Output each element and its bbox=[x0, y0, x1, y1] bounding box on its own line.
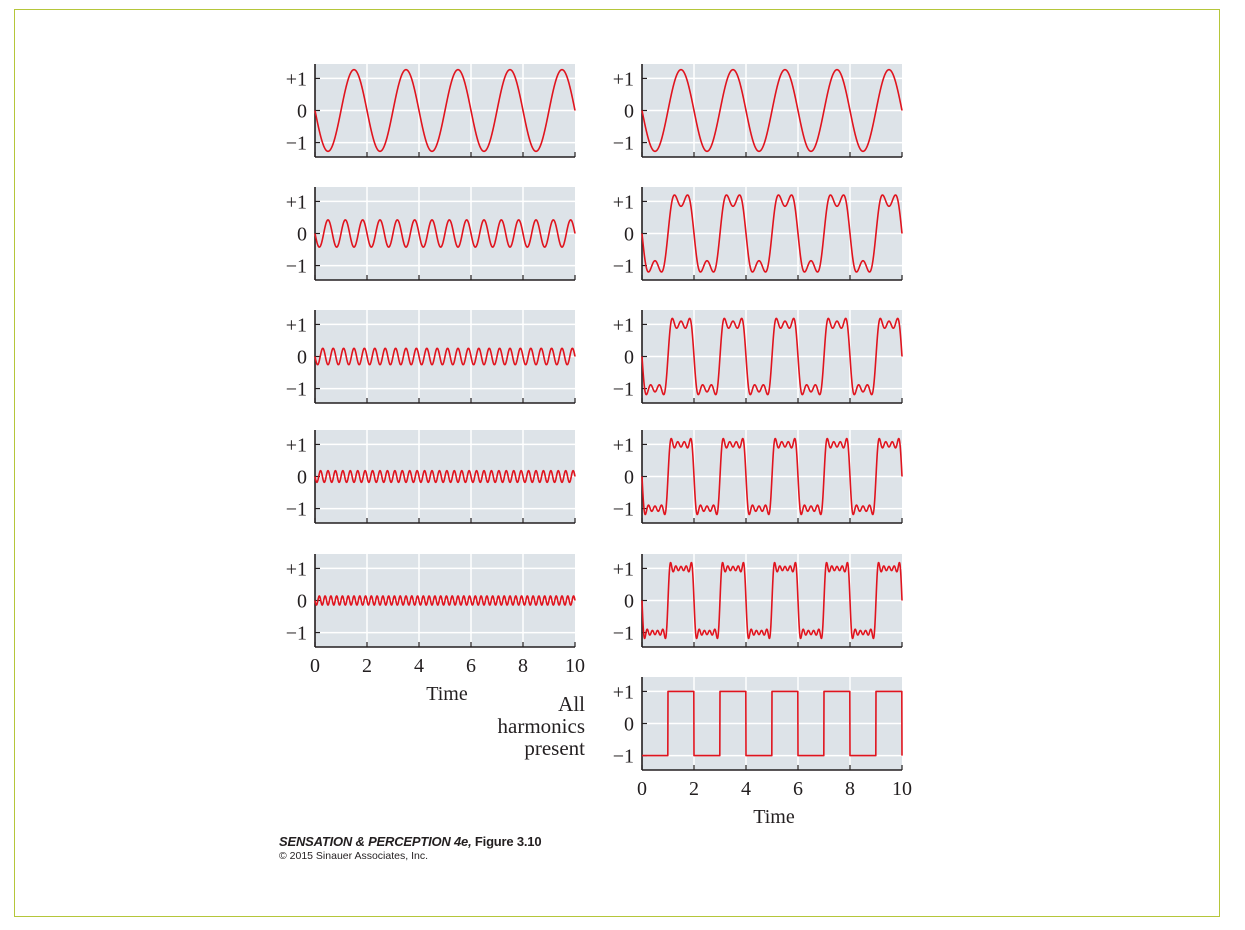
y-tick-label: −1 bbox=[286, 623, 307, 645]
right-panel-5: +1 0 −1 bbox=[613, 554, 903, 648]
x-tick-label: 2 bbox=[689, 778, 699, 800]
y-tick-label: −1 bbox=[613, 256, 634, 278]
y-tick-label: −1 bbox=[286, 256, 307, 278]
y-tick-label: +1 bbox=[613, 681, 634, 703]
waveform-line bbox=[314, 469, 576, 484]
right-panel-4: +1 0 −1 bbox=[613, 430, 903, 524]
waveform-line bbox=[641, 690, 903, 757]
waveform-line bbox=[641, 317, 903, 396]
x-tick-label: 4 bbox=[741, 778, 751, 800]
right-panel-2: +1 0 −1 bbox=[613, 187, 903, 281]
waveform-line bbox=[314, 68, 576, 153]
y-tick-label: 0 bbox=[624, 714, 634, 736]
y-tick-label: −1 bbox=[286, 379, 307, 401]
caption-copyright: © 2015 Sinauer Associates, Inc. bbox=[279, 850, 428, 862]
right-panel-1: +1 0 −1 bbox=[613, 64, 903, 158]
square-wave-label-line: harmonics bbox=[498, 714, 585, 738]
x-tick-label: 0 bbox=[310, 655, 320, 677]
x-tick-label: 6 bbox=[466, 655, 476, 677]
y-tick-label: 0 bbox=[297, 224, 307, 246]
y-tick-label: +1 bbox=[286, 68, 307, 90]
waveform-line bbox=[314, 595, 576, 606]
y-tick-label: 0 bbox=[624, 224, 634, 246]
x-tick-label: 10 bbox=[565, 655, 585, 677]
left-panel-2: +1 0 −1 bbox=[286, 187, 576, 281]
y-tick-label: −1 bbox=[613, 133, 634, 155]
x-tick-label: 10 bbox=[892, 778, 912, 800]
y-tick-label: 0 bbox=[624, 101, 634, 123]
left-panel-3: +1 0 −1 bbox=[286, 310, 576, 404]
figure-caption: SENSATION & PERCEPTION 4e, Figure 3.10 ©… bbox=[279, 834, 542, 862]
y-tick-label: 0 bbox=[297, 347, 307, 369]
x-tick-label: 6 bbox=[793, 778, 803, 800]
y-tick-label: +1 bbox=[613, 314, 634, 336]
square-wave-label-line: All bbox=[558, 692, 585, 716]
waveform-line bbox=[641, 561, 903, 640]
y-tick-label: 0 bbox=[297, 467, 307, 489]
x-tick-label: 8 bbox=[518, 655, 528, 677]
caption-title-italic: SENSATION & PERCEPTION 4e, bbox=[279, 834, 472, 849]
x-tick-label: 8 bbox=[845, 778, 855, 800]
waveform-line bbox=[641, 437, 903, 516]
x-axis-title: Time bbox=[426, 683, 468, 705]
y-tick-label: 0 bbox=[297, 101, 307, 123]
caption-title: SENSATION & PERCEPTION 4e, Figure 3.10 bbox=[279, 834, 542, 849]
x-tick-label: 2 bbox=[362, 655, 372, 677]
y-tick-label: 0 bbox=[624, 347, 634, 369]
y-tick-label: +1 bbox=[286, 191, 307, 213]
waveform-line bbox=[314, 347, 576, 366]
right-panel-3: +1 0 −1 bbox=[613, 310, 903, 404]
y-tick-label: +1 bbox=[613, 434, 634, 456]
left-panel-4: +1 0 −1 bbox=[286, 430, 576, 524]
y-tick-label: +1 bbox=[286, 434, 307, 456]
waveform-line bbox=[641, 68, 903, 153]
y-tick-label: 0 bbox=[297, 591, 307, 613]
y-tick-label: +1 bbox=[613, 68, 634, 90]
y-tick-label: −1 bbox=[286, 133, 307, 155]
waveform-line bbox=[641, 194, 903, 273]
y-tick-label: −1 bbox=[613, 623, 634, 645]
x-tick-label: 4 bbox=[414, 655, 424, 677]
y-tick-label: +1 bbox=[613, 191, 634, 213]
y-tick-label: −1 bbox=[286, 499, 307, 521]
y-tick-label: +1 bbox=[286, 558, 307, 580]
waveform-line bbox=[314, 219, 576, 248]
y-tick-label: −1 bbox=[613, 746, 634, 768]
square-wave-label-line: present bbox=[524, 736, 585, 760]
figure-frame bbox=[14, 9, 1220, 917]
y-tick-label: −1 bbox=[613, 379, 634, 401]
y-tick-label: +1 bbox=[613, 558, 634, 580]
left-panel-1: +1 0 −1 bbox=[286, 64, 576, 158]
y-tick-label: +1 bbox=[286, 314, 307, 336]
y-tick-label: 0 bbox=[624, 591, 634, 613]
x-axis-title: Time bbox=[753, 806, 795, 828]
caption-title-rest: Figure 3.10 bbox=[471, 834, 542, 849]
y-tick-label: 0 bbox=[624, 467, 634, 489]
x-tick-label: 0 bbox=[637, 778, 647, 800]
y-tick-label: −1 bbox=[613, 499, 634, 521]
